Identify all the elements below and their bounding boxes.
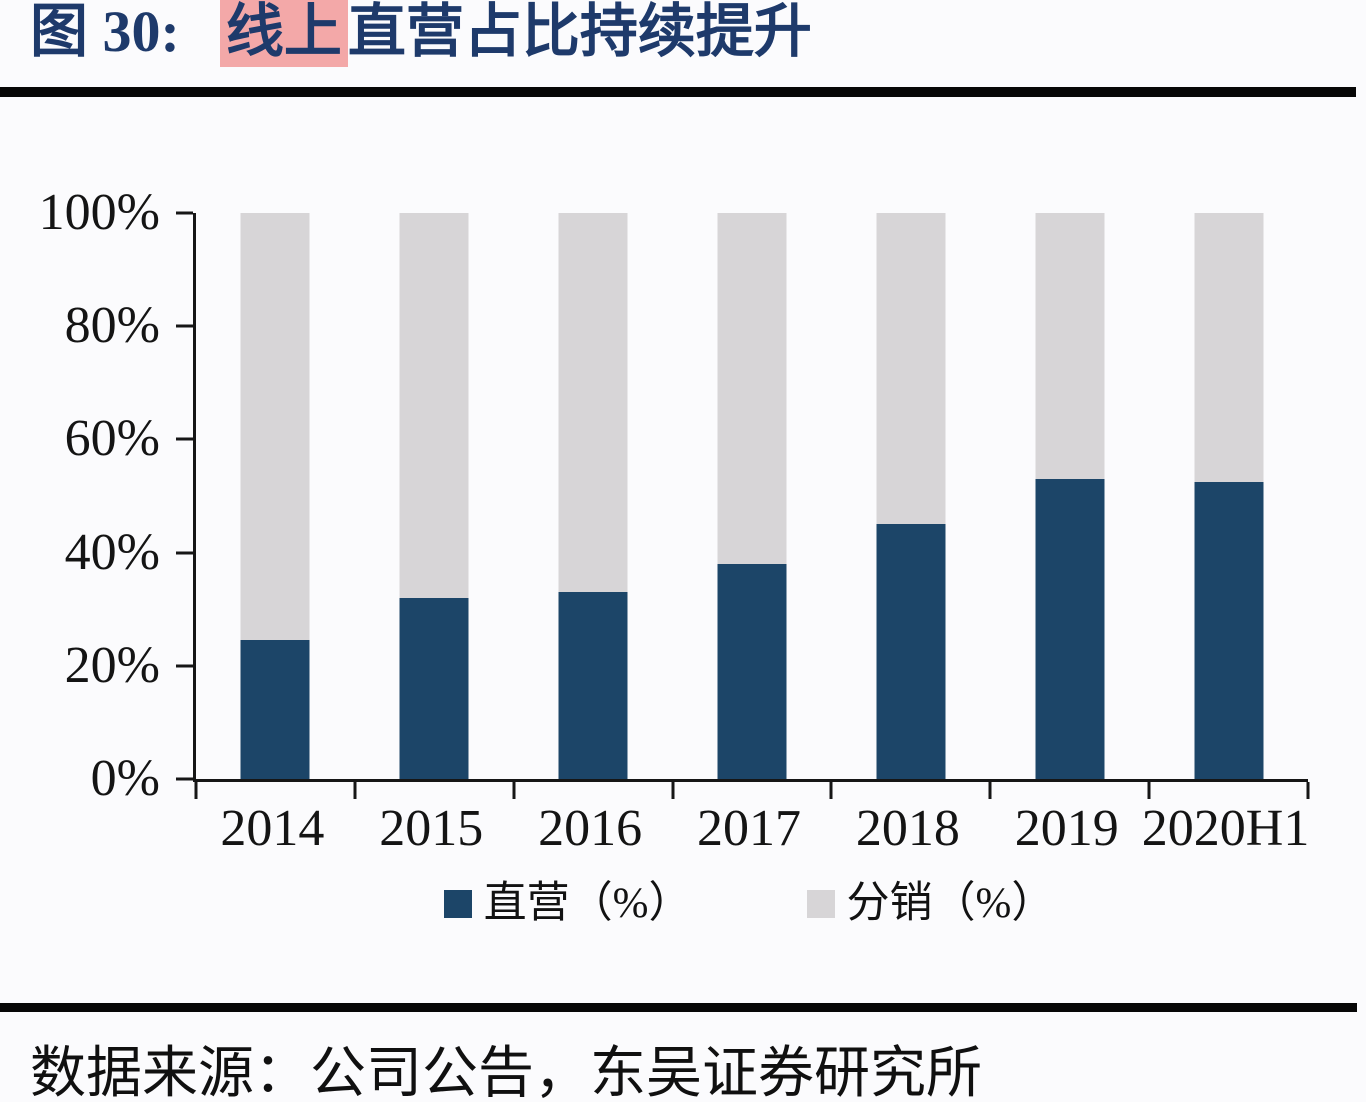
y-axis-tick [176, 437, 193, 441]
stacked-bar-2018 [876, 213, 946, 779]
bar-segment-直营（%）-2017 [717, 563, 787, 779]
bar-segment-分销（%）-2015 [399, 213, 469, 598]
y-axis-tick [176, 777, 193, 781]
bar-segment-直营（%）-2016 [558, 592, 628, 779]
x-axis-category-label: 2016 [538, 800, 643, 857]
bar-segment-直营（%）-2018 [876, 524, 946, 779]
x-axis-category-label: 2015 [379, 800, 484, 857]
bar-slot-2016 [514, 213, 673, 779]
legend-label: 直营（%） [483, 880, 692, 927]
x-axis-category-label: 2017 [697, 800, 801, 857]
bar-segment-分销（%）-2017 [717, 213, 787, 564]
legend-swatch-icon [806, 889, 835, 918]
stacked-bar-2019 [1035, 213, 1105, 779]
source-note: 数据来源：公司公告，东吴证券研究所 [30, 1043, 982, 1102]
title-highlight: 线上 [219, 0, 348, 67]
figure-number: 图 30: [30, 0, 180, 64]
plot-area [176, 211, 1310, 799]
y-axis-tick-label: 100% [38, 184, 160, 241]
bar-slot-2018 [831, 213, 990, 779]
legend-swatch-icon [443, 889, 472, 918]
bar-slot-2015 [355, 213, 514, 779]
stacked-bar-2017 [717, 213, 787, 779]
bar-segment-直营（%）-2014 [240, 640, 310, 779]
y-axis-tick-label: 0% [90, 750, 160, 807]
x-axis-tick [1147, 782, 1151, 799]
divider-bottom [0, 1003, 1357, 1012]
bar-segment-分销（%）-2019 [1035, 213, 1105, 480]
stacked-bar-2014 [240, 213, 310, 779]
bar-slot-2019 [990, 213, 1149, 779]
x-axis-category-label: 2020H1 [1141, 800, 1310, 857]
legend-item: 分销（%） [806, 880, 1055, 927]
bar-slot-2020H1 [1149, 213, 1308, 779]
stacked-bar-2016 [558, 213, 628, 779]
bar-segment-分销（%）-2020H1 [1194, 213, 1264, 482]
x-axis-category-label: 2018 [855, 800, 960, 857]
bar-segment-分销（%）-2018 [876, 213, 946, 525]
y-axis-tick-label: 40% [64, 523, 160, 581]
y-axis-tick [176, 664, 193, 668]
bar-segment-直营（%）-2020H1 [1194, 481, 1264, 779]
bar-segment-分销（%）-2016 [558, 213, 628, 593]
bar-segment-直营（%）-2019 [1035, 479, 1105, 779]
x-axis-category-label: 2014 [220, 800, 325, 857]
y-axis-tick-label: 60% [64, 410, 160, 468]
x-axis-tick [1306, 782, 1310, 799]
y-axis-tick-label: 80% [64, 297, 160, 355]
figure-title: 图 30: 线上 直营占比持续提升 [30, 0, 812, 67]
y-axis-tick-label: 20% [64, 636, 160, 694]
y-axis-tick [176, 324, 193, 328]
x-axis-tick [194, 782, 198, 799]
bar-segment-分销（%）-2014 [240, 213, 310, 641]
x-axis-labels: 2014 2015 2016 2017 2018 2019 2020H1 [193, 800, 1309, 860]
x-axis-category-label: 2019 [1014, 800, 1119, 857]
legend-label: 分销（%） [846, 880, 1055, 927]
x-axis-tick [671, 782, 675, 799]
bar-slot-2017 [673, 213, 832, 779]
legend-item: 直营（%） [443, 880, 692, 927]
x-axis-tick [988, 782, 992, 799]
y-axis-tick [176, 211, 193, 215]
x-axis-tick [512, 782, 516, 799]
stacked-bar-2015 [399, 213, 469, 779]
title-rest: 直营占比持续提升 [347, 0, 812, 64]
chart-legend: 直营（%） 分销（%） [193, 882, 1305, 925]
stacked-bar-2020H1 [1194, 213, 1264, 779]
divider-top [0, 87, 1356, 97]
bar-segment-直营（%）-2015 [399, 597, 469, 779]
bar-slot-2014 [196, 213, 355, 779]
x-axis-tick [353, 782, 357, 799]
x-axis-tick [829, 782, 833, 799]
y-axis-labels: 0% 20% 40% 60% 80% 100% [0, 187, 160, 805]
y-axis-tick [176, 551, 193, 555]
